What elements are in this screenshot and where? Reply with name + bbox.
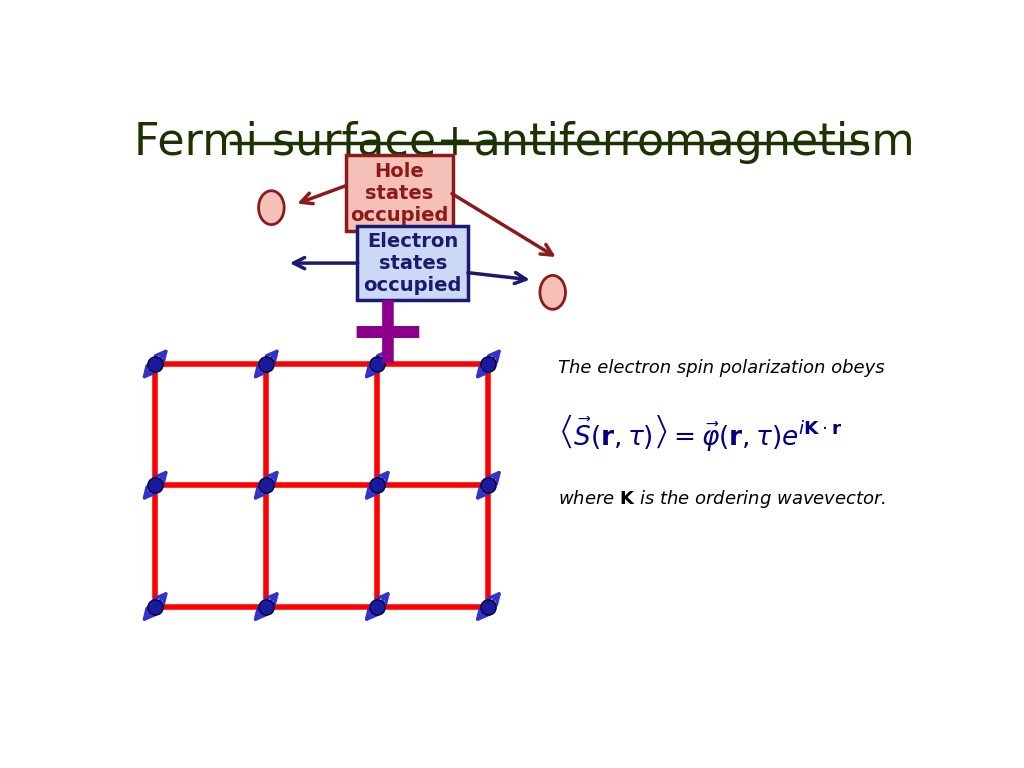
Text: $\left\langle \vec{S}(\mathbf{r},\tau) \right\rangle = \vec{\varphi}(\mathbf{r},: $\left\langle \vec{S}(\mathbf{r},\tau) \… — [558, 413, 843, 453]
FancyBboxPatch shape — [346, 155, 453, 230]
Text: Hole
states
occupied: Hole states occupied — [350, 161, 449, 224]
Ellipse shape — [540, 276, 565, 310]
Text: where $\mathbf{K}$ is the ordering wavevector.: where $\mathbf{K}$ is the ordering wavev… — [558, 488, 887, 510]
Text: +: + — [346, 287, 429, 384]
Text: Electron
states
occupied: Electron states occupied — [364, 232, 462, 295]
Ellipse shape — [259, 190, 285, 224]
FancyBboxPatch shape — [357, 226, 468, 300]
Text: Fermi surface+antiferromagnetism: Fermi surface+antiferromagnetism — [134, 121, 915, 164]
Text: The electron spin polarization obeys: The electron spin polarization obeys — [558, 359, 885, 377]
